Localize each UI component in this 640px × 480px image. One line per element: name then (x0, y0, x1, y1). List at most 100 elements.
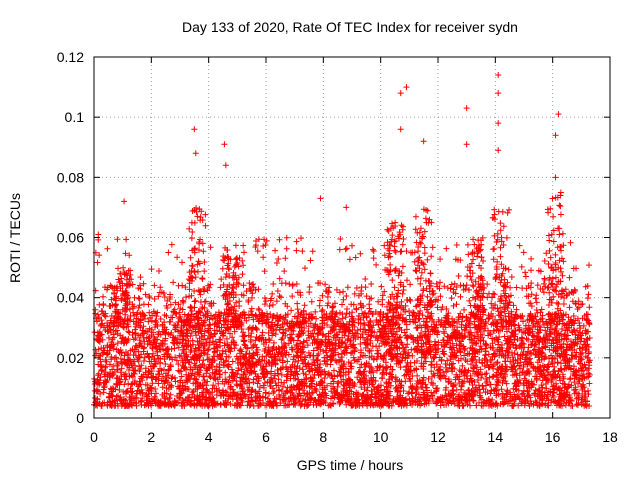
roti-marker (295, 393, 302, 400)
roti-marker (266, 337, 273, 344)
roti-marker (205, 346, 212, 353)
roti-marker (265, 336, 272, 343)
roti-marker (207, 244, 214, 251)
roti-marker (340, 296, 347, 303)
roti-marker (339, 329, 346, 336)
roti-marker (570, 313, 577, 320)
roti-marker (287, 394, 294, 401)
roti-marker (358, 384, 365, 391)
roti-marker (170, 279, 177, 286)
roti-marker (409, 249, 416, 256)
roti-marker (474, 377, 481, 384)
roti-marker (283, 234, 290, 241)
roti-marker (287, 375, 294, 382)
roti-marker (553, 299, 560, 306)
roti-marker (536, 323, 543, 330)
roti-marker (132, 323, 139, 330)
roti-marker (259, 329, 266, 336)
roti-marker (152, 400, 159, 407)
roti-marker (280, 315, 287, 322)
roti-marker (473, 348, 480, 355)
roti-marker (140, 280, 147, 287)
roti-marker (146, 337, 153, 344)
roti-marker (184, 375, 191, 382)
roti-marker (325, 333, 332, 340)
roti-marker (535, 344, 542, 351)
roti-marker (244, 402, 251, 409)
roti-marker (340, 369, 347, 376)
roti-marker (246, 384, 253, 391)
roti-marker (108, 296, 115, 303)
roti-marker (191, 288, 198, 295)
roti-marker (526, 355, 533, 362)
roti-marker (175, 361, 182, 368)
roti-marker (122, 376, 129, 383)
roti-marker (554, 321, 561, 328)
roti-marker (495, 377, 502, 384)
roti-marker (374, 347, 381, 354)
roti-marker (293, 341, 300, 348)
roti-marker (199, 340, 206, 347)
roti-marker (486, 398, 493, 405)
roti-marker (358, 304, 365, 311)
roti-marker (454, 327, 461, 334)
roti-marker (162, 395, 169, 402)
roti-marker (415, 391, 422, 398)
roti-marker (130, 309, 137, 316)
roti-marker (203, 401, 210, 408)
roti-marker (566, 304, 573, 311)
roti-marker (301, 265, 308, 272)
roti-marker (272, 360, 279, 367)
roti-marker (92, 310, 99, 317)
roti-marker (560, 312, 567, 319)
roti-marker (121, 381, 128, 388)
roti-marker (576, 353, 583, 360)
roti-marker (152, 344, 159, 351)
roti-marker (346, 256, 353, 263)
roti-marker (294, 306, 301, 313)
roti-marker (549, 360, 556, 367)
roti-marker (257, 384, 264, 391)
roti-marker (279, 383, 286, 390)
roti-marker (407, 297, 414, 304)
roti-marker (449, 398, 456, 405)
roti-marker (179, 259, 186, 266)
roti-marker (138, 362, 145, 369)
roti-marker (104, 245, 111, 252)
roti-marker (507, 332, 514, 339)
roti-marker (575, 380, 582, 387)
roti-marker (535, 267, 542, 274)
roti-marker (470, 356, 477, 363)
roti-marker (570, 363, 577, 370)
roti-marker (297, 292, 304, 299)
roti-marker (443, 306, 450, 313)
roti-marker (431, 354, 438, 361)
roti-marker (435, 297, 442, 304)
roti-marker (227, 385, 234, 392)
roti-marker (416, 310, 423, 317)
roti-marker (312, 397, 319, 404)
roti-marker (303, 391, 310, 398)
roti-marker (300, 344, 307, 351)
roti-marker (326, 284, 333, 291)
roti-marker (566, 274, 573, 281)
roti-marker (488, 300, 495, 307)
roti-marker (281, 268, 288, 275)
roti-marker (582, 347, 589, 354)
roti-marker (271, 388, 278, 395)
roti-marker (267, 325, 274, 332)
roti-marker (310, 401, 317, 408)
roti-marker (452, 256, 459, 263)
roti-marker (208, 331, 215, 338)
roti-marker (461, 367, 468, 374)
roti-marker (136, 337, 143, 344)
roti-marker (509, 354, 516, 361)
roti-marker (404, 341, 411, 348)
roti-marker (246, 370, 253, 377)
roti-marker (397, 351, 404, 358)
roti-marker (240, 329, 247, 336)
roti-marker (276, 275, 283, 282)
roti-marker (378, 340, 385, 347)
roti-marker (324, 352, 331, 359)
